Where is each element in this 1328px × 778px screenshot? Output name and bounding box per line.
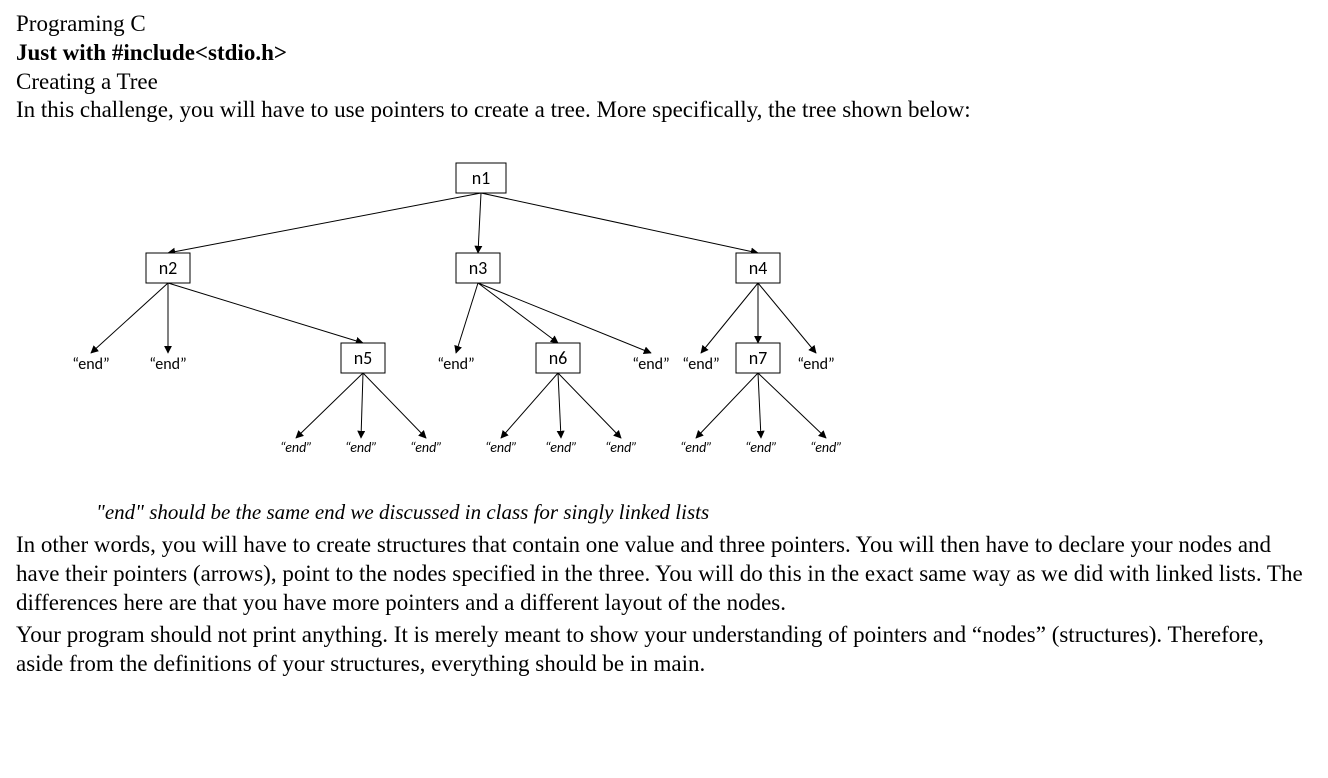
tree-node-label-n6: n6	[549, 347, 568, 369]
end-label: “end”	[345, 439, 377, 456]
heading-line-1: Programing C	[16, 10, 1312, 39]
heading-line-3: Creating a Tree	[16, 68, 1312, 97]
end-label: “end”	[745, 439, 777, 456]
tree-edge	[296, 373, 363, 438]
end-label: “end”	[437, 355, 474, 374]
tree-edge	[363, 373, 426, 438]
body-paragraph-1: In other words, you will have to create …	[16, 531, 1312, 617]
tree-edge	[501, 373, 558, 438]
tree-node-label-n4: n4	[749, 257, 768, 279]
tree-edge	[361, 373, 363, 438]
tree-node-label-n3: n3	[469, 257, 488, 279]
tree-svg: “end” “end” “end” “end” “end” “end” “end” “end”…	[16, 143, 916, 483]
end-label: “end”	[682, 355, 719, 374]
tree-edge	[758, 373, 826, 438]
end-label: “end”	[72, 355, 109, 374]
tree-node-label-n1: n1	[472, 167, 491, 189]
tree-node-label-n5: n5	[354, 347, 373, 369]
note-line: "end" should be the same end we discusse…	[96, 500, 1312, 525]
tree-edge	[696, 373, 758, 438]
end-label: “end”	[149, 355, 186, 374]
tree-edge	[456, 283, 478, 353]
end-label: “end”	[797, 355, 834, 374]
tree-edge	[478, 283, 558, 343]
end-label: “end”	[605, 439, 637, 456]
end-label: “end”	[810, 439, 842, 456]
tree-diagram: “end” “end” “end” “end” “end” “end” “end” “end”…	[16, 143, 1312, 488]
end-label: “end”	[680, 439, 712, 456]
heading-line-2: Just with #include<stdio.h>	[16, 39, 1312, 68]
tree-edge	[478, 193, 481, 253]
end-label: “end”	[632, 355, 669, 374]
tree-edge	[558, 373, 621, 438]
end-label: “end”	[280, 439, 312, 456]
end-label: “end”	[545, 439, 577, 456]
tree-edge	[558, 373, 561, 438]
document-page: Programing C Just with #include<stdio.h>…	[0, 0, 1328, 699]
tree-edge	[168, 283, 363, 343]
tree-node-label-n7: n7	[749, 347, 768, 369]
end-label: “end”	[410, 439, 442, 456]
body-paragraph-2: Your program should not print anything. …	[16, 621, 1312, 679]
tree-node-label-n2: n2	[159, 257, 178, 279]
tree-edge	[91, 283, 168, 353]
tree-edge	[758, 373, 761, 438]
tree-edge	[168, 193, 481, 253]
end-label: “end”	[485, 439, 517, 456]
heading-line-4: In this challenge, you will have to use …	[16, 96, 1312, 125]
tree-edge	[481, 193, 758, 253]
